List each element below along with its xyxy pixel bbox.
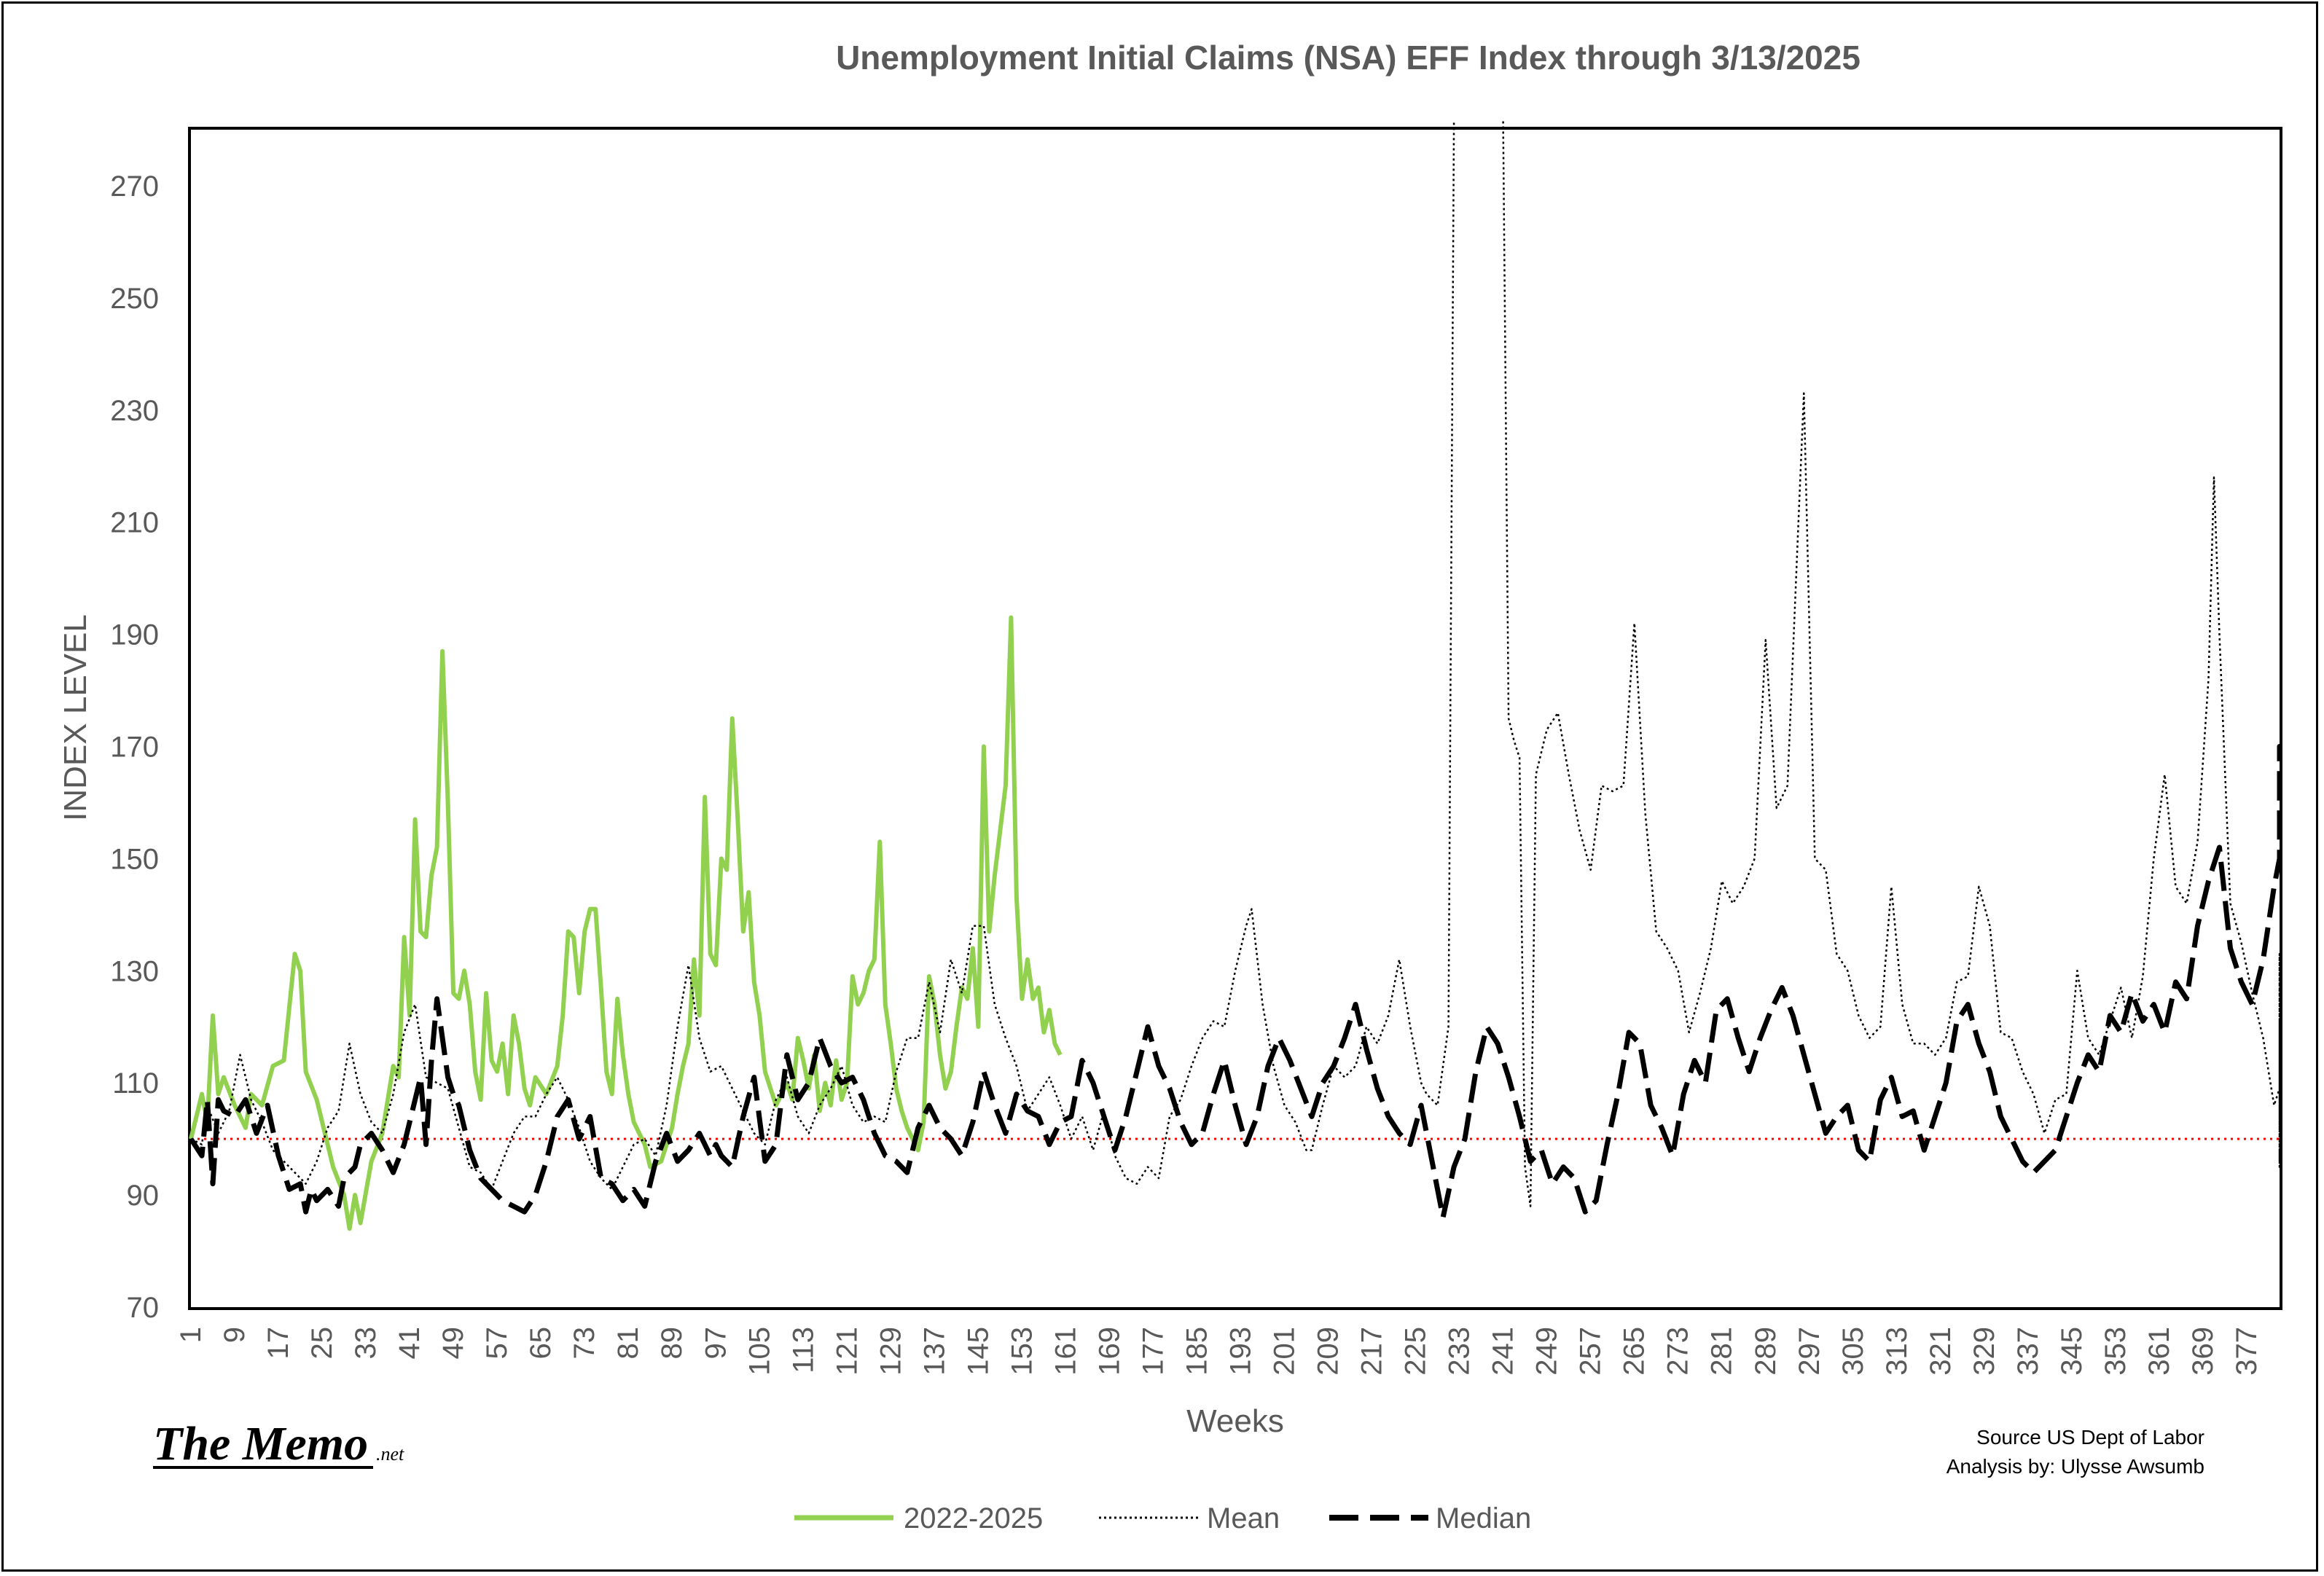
- series-line-mean: [1502, 121, 2281, 1207]
- series-line-mean: [190, 121, 1455, 1191]
- x-tick-label: 177: [1137, 1327, 1169, 1376]
- x-tick-label: 201: [1269, 1327, 1301, 1376]
- logo-suffix: .net: [376, 1443, 404, 1465]
- x-tick-label: 273: [1662, 1327, 1694, 1376]
- x-tick-label: 65: [525, 1327, 557, 1360]
- legend-label-2022-2025: 2022-2025: [904, 1502, 1043, 1534]
- x-tick-label: 193: [1225, 1327, 1257, 1376]
- x-tick-label: 41: [394, 1327, 426, 1360]
- x-tick-label: 57: [481, 1327, 513, 1360]
- x-tick-label: 1: [175, 1327, 207, 1343]
- legend: 2022-2025 Mean Median: [794, 1502, 1531, 1534]
- x-tick-label: 185: [1181, 1327, 1213, 1376]
- x-tick-label: 217: [1356, 1327, 1388, 1376]
- x-tick-label: 281: [1706, 1327, 1738, 1376]
- y-tick-label: 110: [112, 1067, 159, 1099]
- x-tick-label: 233: [1444, 1327, 1476, 1376]
- x-tick-label: 345: [2056, 1327, 2088, 1376]
- x-tick-label: 25: [306, 1327, 338, 1360]
- legend-label-mean: Mean: [1207, 1502, 1280, 1534]
- y-tick-label: 70: [127, 1292, 160, 1324]
- y-axis-label: INDEX LEVEL: [58, 614, 93, 821]
- x-tick-label: 73: [568, 1327, 600, 1360]
- x-tick-label: 33: [350, 1327, 382, 1360]
- x-tick-label: 329: [1968, 1327, 2000, 1376]
- x-tick-label: 241: [1487, 1327, 1519, 1376]
- x-tick-label: 169: [1093, 1327, 1125, 1376]
- logo-text: The Memo: [153, 1417, 368, 1470]
- series-line-median: [189, 744, 2282, 1220]
- legend-label-median: Median: [1436, 1502, 1531, 1534]
- y-tick-label: 270: [110, 170, 159, 203]
- x-tick-label: 49: [437, 1327, 469, 1360]
- x-tick-label: 305: [1837, 1327, 1869, 1376]
- x-tick-label: 89: [656, 1327, 688, 1360]
- x-tick-label: 121: [831, 1327, 863, 1376]
- x-tick-label: 153: [1006, 1327, 1038, 1376]
- x-axis-ticks: 1 9 17 25 33 41 49 57 65 73 81 89 97 105 113 121 129 137 1…: [175, 1327, 2263, 1376]
- y-tick-label: 230: [110, 395, 159, 427]
- x-tick-label: 209: [1312, 1327, 1345, 1376]
- plot-area: [188, 127, 2282, 1310]
- y-tick-label: 130: [110, 955, 159, 987]
- source-note: Source US Dept of Labor Analysis by: Uly…: [1947, 1426, 2204, 1478]
- x-tick-label: 249: [1531, 1327, 1563, 1376]
- y-tick-label: 90: [127, 1180, 160, 1212]
- x-tick-label: 361: [2143, 1327, 2175, 1376]
- analysis-line: Analysis by: Ulysse Awsumb: [1947, 1455, 2204, 1478]
- y-axis-ticks: 70 90 110 130 150 170 190 210 230 250 270: [110, 170, 159, 1324]
- logo: The Memo .net: [153, 1417, 404, 1470]
- x-tick-label: 225: [1400, 1327, 1432, 1376]
- x-tick-label: 313: [1881, 1327, 1913, 1376]
- x-tick-label: 297: [1793, 1327, 1826, 1376]
- x-tick-label: 129: [875, 1327, 907, 1376]
- x-tick-label: 113: [787, 1327, 819, 1373]
- x-tick-label: 289: [1750, 1327, 1782, 1376]
- x-tick-label: 369: [2187, 1327, 2219, 1376]
- x-tick-label: 81: [612, 1327, 644, 1360]
- series-line-2022-2025: [189, 615, 1063, 1231]
- y-tick-label: 250: [110, 283, 159, 315]
- x-axis-label: Weeks: [1186, 1403, 1284, 1439]
- y-tick-label: 150: [110, 843, 159, 875]
- x-tick-label: 137: [918, 1327, 950, 1376]
- x-tick-label: 97: [700, 1327, 732, 1360]
- x-tick-label: 9: [219, 1327, 251, 1343]
- y-tick-label: 210: [110, 507, 159, 539]
- chart-title: Unemployment Initial Claims (NSA) EFF In…: [836, 39, 1861, 77]
- source-line: Source US Dept of Labor: [1976, 1426, 2204, 1448]
- x-tick-label: 257: [1575, 1327, 1607, 1376]
- x-tick-label: 105: [743, 1327, 775, 1376]
- x-tick-label: 265: [1619, 1327, 1651, 1376]
- x-tick-label: 17: [262, 1327, 294, 1360]
- x-tick-label: 161: [1049, 1327, 1081, 1376]
- x-tick-label: 337: [2012, 1327, 2044, 1376]
- x-tick-label: 353: [2100, 1327, 2132, 1376]
- series-group: [189, 121, 2282, 1231]
- y-tick-label: 170: [110, 731, 159, 763]
- x-tick-label: 145: [962, 1327, 994, 1376]
- y-tick-label: 190: [110, 619, 159, 651]
- x-tick-label: 321: [1925, 1327, 1957, 1376]
- x-tick-label: 377: [2231, 1327, 2263, 1376]
